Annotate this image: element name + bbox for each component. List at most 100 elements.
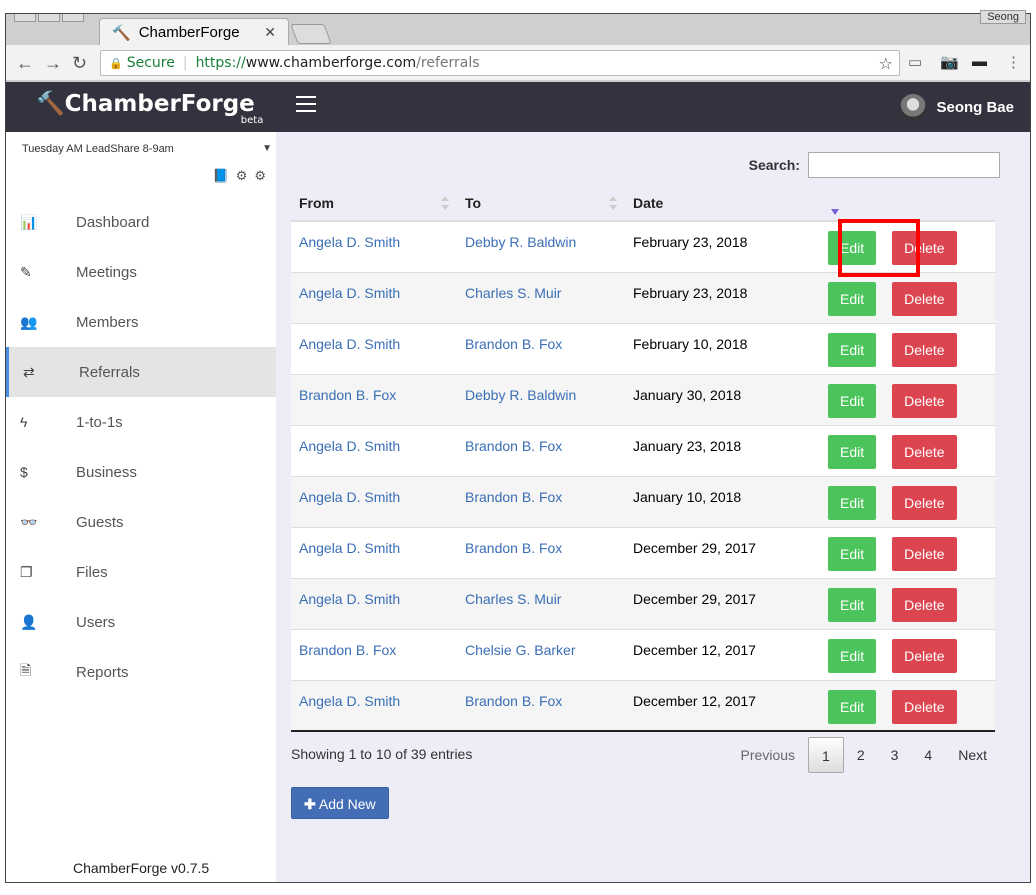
to-link[interactable]: Charles S. Muir (465, 590, 562, 607)
new-tab-button[interactable] (290, 24, 332, 44)
address-bar[interactable]: 🔒 Secure | https://www.chamberforge.com/r… (100, 50, 900, 76)
bookmark-star-icon[interactable]: ☆ (878, 53, 893, 73)
to-link[interactable]: Debby R. Baldwin (465, 386, 577, 403)
column-actions (825, 185, 995, 222)
to-link[interactable]: Brandon B. Fox (465, 539, 563, 556)
sidebar-item-files[interactable]: ❐ Files (6, 547, 276, 597)
date-cell: January 30, 2018 (625, 373, 825, 425)
delete-button[interactable]: Delete (892, 587, 957, 622)
from-link[interactable]: Angela D. Smith (299, 692, 401, 709)
sidebar-item-guests[interactable]: 👓 Guests (6, 497, 276, 547)
delete-button[interactable]: Delete (892, 231, 957, 265)
logo-text: ChamberForge (64, 91, 255, 117)
reload-icon[interactable]: ↻ (72, 53, 88, 73)
sidebar-item-business[interactable]: $ Business (6, 447, 276, 497)
edit-button[interactable]: Edit (828, 638, 877, 673)
to-link[interactable]: Debby R. Baldwin (465, 234, 577, 250)
gears-icon[interactable]: ⚙ (254, 168, 266, 183)
to-link[interactable]: Brandon B. Fox (465, 437, 563, 454)
from-link[interactable]: Angela D. Smith (299, 437, 401, 454)
from-link[interactable]: Angela D. Smith (299, 284, 401, 301)
column-from[interactable]: From (291, 185, 457, 222)
delete-button[interactable]: Delete (892, 638, 957, 673)
from-link[interactable]: Angela D. Smith (299, 539, 401, 556)
next-button[interactable]: Next (958, 747, 987, 763)
from-link[interactable]: Angela D. Smith (299, 335, 401, 352)
from-link[interactable]: Angela D. Smith (299, 234, 401, 250)
close-window-button[interactable] (14, 14, 36, 22)
pagination: Previous 1 2 3 4 Next (728, 737, 1000, 773)
logo[interactable]: 🔨ChamberForge beta (36, 90, 263, 126)
sidebar-item-meetings[interactable]: ✎ Meetings (6, 247, 276, 297)
to-link[interactable]: Charles S. Muir (465, 284, 562, 301)
gear-icon[interactable]: ⚙ (235, 168, 248, 183)
maximize-button[interactable] (62, 14, 84, 22)
delete-button[interactable]: Delete (892, 434, 957, 469)
edit-button[interactable]: Edit (828, 383, 877, 418)
sidebar-item-reports[interactable]: 🗎 Reports (6, 647, 276, 697)
edit-button[interactable]: Edit (828, 485, 877, 520)
group-selector[interactable]: Tuesday AM LeadShare 8-9am ▼ (22, 143, 272, 155)
sidebar-item-label: Referrals (79, 363, 140, 381)
from-link[interactable]: Brandon B. Fox (299, 641, 397, 658)
sidebar-item-members[interactable]: 👥 Members (6, 297, 276, 347)
highlight-box (838, 219, 920, 277)
page-4-button[interactable]: 4 (924, 747, 933, 763)
from-link[interactable]: Brandon B. Fox (299, 386, 397, 403)
book-icon[interactable]: 📘 (212, 168, 229, 183)
users-icon: 👥 (20, 313, 38, 330)
to-link[interactable]: Brandon B. Fox (465, 335, 563, 352)
previous-button[interactable]: Previous (740, 747, 796, 763)
terminal-icon[interactable]: ▬ (972, 53, 987, 70)
page-2-button[interactable]: 2 (856, 747, 865, 763)
delete-button[interactable]: Delete (892, 485, 957, 520)
menu-kebab-icon[interactable]: ⋮ (1006, 54, 1021, 71)
to-link[interactable]: Brandon B. Fox (465, 692, 563, 709)
edit-button[interactable]: Edit (828, 434, 877, 469)
page-3-button[interactable]: 3 (890, 747, 899, 763)
profile-chip[interactable]: Seong (980, 10, 1026, 24)
back-icon[interactable]: ← (16, 53, 34, 73)
bolt-icon: ϟ (20, 414, 28, 430)
edit-button[interactable]: Edit (828, 332, 877, 367)
edit-button[interactable]: Edit (828, 536, 877, 571)
search-input[interactable] (808, 152, 1000, 178)
date-cell: December 29, 2017 (625, 577, 825, 629)
camera-icon[interactable]: 📷 (940, 54, 959, 71)
delete-button[interactable]: Delete (892, 536, 957, 571)
edit-button[interactable]: Edit (828, 281, 877, 316)
sidebar: Tuesday AM LeadShare 8-9am ▼ 📘 ⚙ ⚙ 📊 Dashboa… (6, 132, 276, 882)
edit-button[interactable]: Edit (828, 231, 877, 265)
edit-button[interactable]: Edit (828, 587, 877, 622)
table-row: Angela D. Smith Brandon B. Fox December … (291, 679, 995, 732)
hamburger-menu-icon[interactable] (296, 96, 316, 117)
browser-tab[interactable]: 🔨 ChamberForge ✕ (99, 18, 289, 46)
column-date[interactable]: Date (625, 185, 839, 222)
edit-button[interactable]: Edit (828, 689, 877, 724)
delete-button[interactable]: Delete (892, 383, 957, 418)
url-scheme: https:// (195, 55, 246, 71)
user-menu[interactable]: Seong Bae (900, 94, 1014, 120)
sidebar-item-dashboard[interactable]: 📊 Dashboard (6, 197, 276, 247)
delete-button[interactable]: Delete (892, 689, 957, 724)
plus-icon: ✚ (304, 796, 316, 812)
page-1-button[interactable]: 1 (808, 737, 844, 773)
search-label: Search: (748, 157, 800, 173)
add-new-button[interactable]: ✚ Add New (291, 787, 389, 819)
fullscreen-icon[interactable]: ▭ (908, 54, 923, 71)
sidebar-item-referrals[interactable]: ⇄ Referrals (6, 347, 276, 397)
sidebar-item-users[interactable]: 👤 Users (6, 597, 276, 647)
files-icon: ❐ (20, 563, 33, 580)
to-link[interactable]: Brandon B. Fox (465, 488, 563, 505)
column-to[interactable]: To (457, 185, 625, 222)
sidebar-item-1-to-1s[interactable]: ϟ 1-to-1s (6, 397, 276, 447)
to-link[interactable]: Chelsie G. Barker (465, 641, 576, 658)
from-link[interactable]: Angela D. Smith (299, 590, 401, 607)
delete-button[interactable]: Delete (892, 281, 957, 316)
version-label: ChamberForge v0.7.5 (73, 860, 210, 876)
delete-button[interactable]: Delete (892, 332, 957, 367)
minimize-button[interactable] (38, 14, 60, 22)
forward-icon[interactable]: → (44, 53, 62, 73)
close-tab-icon[interactable]: ✕ (264, 24, 276, 40)
from-link[interactable]: Angela D. Smith (299, 488, 401, 505)
